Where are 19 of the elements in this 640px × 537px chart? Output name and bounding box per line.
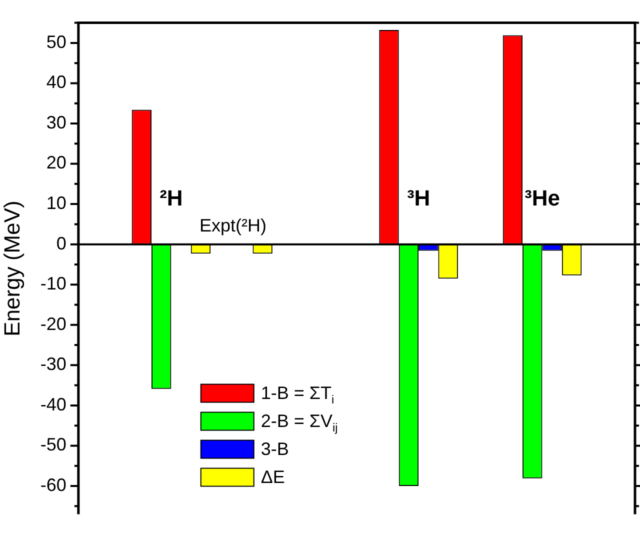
y-tick-label: 50 (46, 32, 66, 52)
y-tick-label: -20 (40, 314, 66, 334)
y-tick-label: 0 (56, 233, 66, 254)
y-tick-label: 30 (46, 112, 66, 132)
annotation: ³H (406, 185, 430, 210)
y-tick-label: -10 (40, 274, 66, 294)
y-tick-label: -40 (40, 394, 66, 414)
y-tick-label: 10 (46, 193, 66, 214)
y-tick-label: 20 (46, 152, 66, 173)
y-tick-label: -50 (40, 434, 66, 455)
y-tick-label: 40 (46, 72, 66, 92)
annotation: Expt(²H) (200, 215, 267, 236)
legend-label: 3-B (260, 439, 289, 460)
y-tick-label: -30 (40, 354, 66, 374)
y-tick-label: -60 (40, 474, 66, 495)
annotation: ³He (524, 185, 560, 210)
y-axis-title: Energy (MeV) (0, 200, 24, 336)
annotation: ²H (160, 185, 183, 210)
legend-label: ΔE (260, 467, 285, 488)
